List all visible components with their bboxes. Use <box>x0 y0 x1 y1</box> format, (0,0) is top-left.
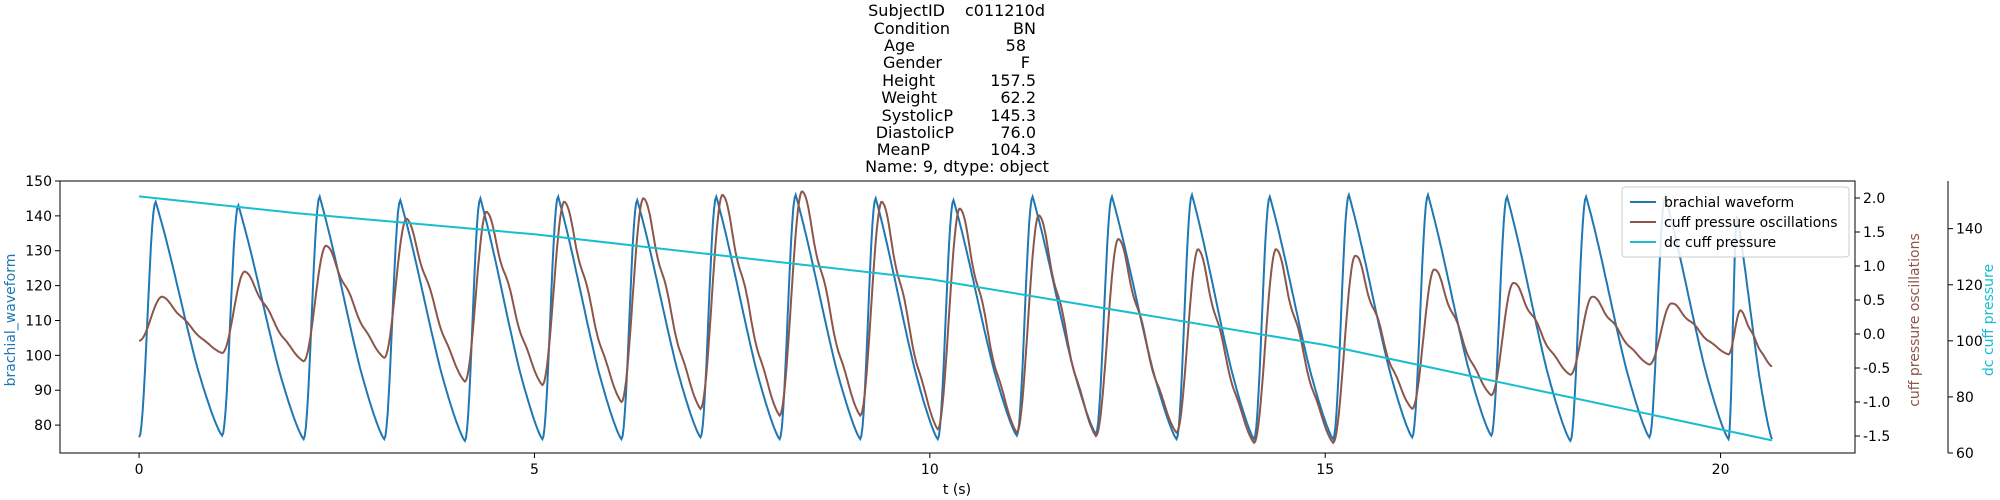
right-axis-1-label: cuff pressure oscillations <box>1907 233 1923 407</box>
right2-tick-label-0: 60 <box>1956 446 1974 462</box>
plot-frame-rect <box>59 180 1856 454</box>
x-axis-label: t (s) <box>943 482 971 498</box>
left-tick-label-6: 140 <box>25 209 52 225</box>
title-footer: Name: 9, dtype: object <box>865 157 1049 176</box>
title-label-0: SubjectID <box>868 1 945 20</box>
right2-tick-label-3: 120 <box>1956 278 1983 294</box>
title-label-4: Height <box>882 71 935 90</box>
title-value-0: c011210d <box>965 1 1045 20</box>
series-line-dc-cuff-pressure <box>138 195 1773 442</box>
right1-tick-label-6: 1.5 <box>1863 225 1885 241</box>
title-value-8: 104.3 <box>990 140 1036 159</box>
title-value-5: 62.2 <box>1000 88 1036 107</box>
title-label-8: MeanP <box>877 140 931 159</box>
right1-tick-label-0: -1.5 <box>1863 429 1890 445</box>
plot-frame <box>59 180 1949 454</box>
right1-tick-label-3: 0.0 <box>1863 327 1885 343</box>
right1-tick-label-2: -0.5 <box>1863 361 1890 377</box>
chart-title: SubjectID c011210d Condition BN Age 58 G… <box>865 1 1049 176</box>
right1-tick-label-7: 2.0 <box>1863 191 1885 207</box>
x-tick-label-1: 5 <box>530 462 539 478</box>
title-value-4: 157.5 <box>990 71 1036 90</box>
x-tick-label-2: 10 <box>921 462 939 478</box>
title-label-3: Gender <box>883 53 942 72</box>
left-axis-label: brachial_waveform <box>3 254 19 387</box>
legend-label-0: brachial waveform <box>1664 195 1794 211</box>
title-value-2: 58 <box>1006 36 1026 55</box>
series-lines <box>138 190 1773 445</box>
title-label-2: Age <box>884 36 915 55</box>
right2-tick-label-2: 100 <box>1956 334 1983 350</box>
title-value-1: BN <box>1013 19 1036 38</box>
axis-ticks: 0 5 10 15 20 80 90 100 110 120 130 140 150 -1.5 -1.0 -0… <box>25 174 1982 478</box>
x-tick-label-3: 15 <box>1316 462 1334 478</box>
right1-tick-label-4: 0.5 <box>1863 293 1885 309</box>
legend: brachial waveform cuff pressure oscillati… <box>1621 186 1850 258</box>
left-tick-label-0: 80 <box>34 418 52 434</box>
title-label-5: Weight <box>881 88 937 107</box>
legend-label-2: dc cuff pressure <box>1664 235 1776 251</box>
series-line-cuff-pressure-oscillations <box>138 190 1773 445</box>
right1-tick-label-5: 1.0 <box>1863 259 1885 275</box>
left-tick-label-4: 120 <box>25 279 52 295</box>
x-tick-label-0: 0 <box>135 462 144 478</box>
right-axis-2-label: dc cuff pressure <box>1981 264 1997 376</box>
title-value-7: 76.0 <box>1000 123 1036 142</box>
right2-tick-label-4: 140 <box>1956 222 1983 238</box>
left-tick-label-5: 130 <box>25 244 52 260</box>
title-label-6: SystolicP <box>882 106 954 125</box>
legend-label-1: cuff pressure oscillations <box>1664 215 1838 231</box>
right1-tick-label-1: -1.0 <box>1863 395 1890 411</box>
left-tick-label-7: 150 <box>25 174 52 190</box>
title-label-7: DiastolicP <box>876 123 955 142</box>
left-tick-label-3: 110 <box>25 313 52 329</box>
left-tick-label-2: 100 <box>25 348 52 364</box>
x-tick-label-4: 20 <box>1712 462 1730 478</box>
title-value-3: F <box>1021 53 1030 72</box>
series-line-brachial-waveform <box>138 191 1773 443</box>
title-label-1: Condition <box>874 19 950 38</box>
left-tick-label-1: 90 <box>34 383 52 399</box>
title-value-6: 145.3 <box>990 106 1036 125</box>
legend-box <box>1621 186 1850 258</box>
right2-tick-label-1: 80 <box>1956 390 1974 406</box>
